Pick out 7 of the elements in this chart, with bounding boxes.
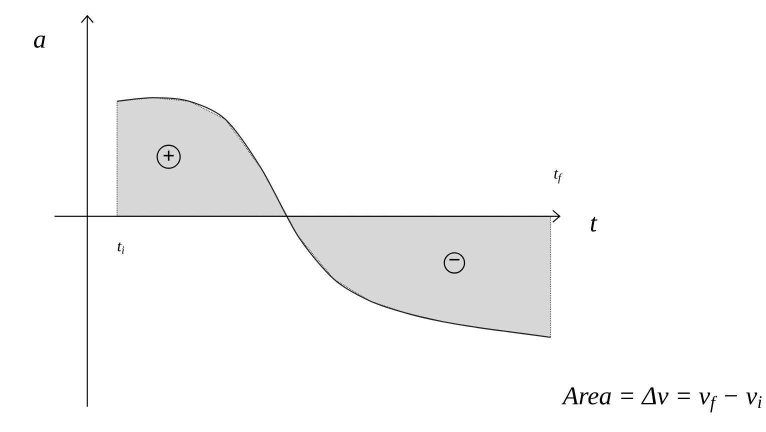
y-axis-title: a [34,36,46,48]
annotation: − [449,259,460,261]
annotation: t$_{i}$ [118,242,124,254]
x-axis-title: t [590,217,598,232]
annotation: + [164,150,174,161]
annotation: t$_{f}$ [554,170,562,184]
text: Area = Δv = v$_{f}$ − v$_{i}$ [561,388,762,413]
